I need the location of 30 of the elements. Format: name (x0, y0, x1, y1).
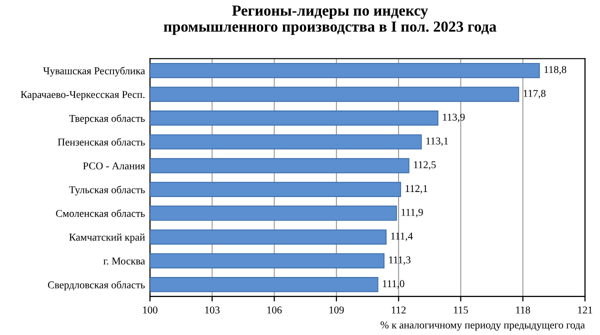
y-tick-label: г. Москва (103, 258, 145, 265)
y-tick-label: Чувашская Республика (43, 66, 145, 76)
y-tick-label: Свердловская область (48, 280, 145, 291)
data-label: 111,9 (402, 208, 423, 218)
data-label: 113,1 (426, 137, 448, 146)
x-tick-label: 118 (516, 306, 530, 314)
y-tick-label: Камчатский край (69, 233, 145, 243)
data-label: 111,3 (389, 256, 410, 265)
chart-title: Регионы-лидеры по индексу промышленного производства в I пол. 2023 года (164, 6, 496, 35)
y-tick-label: РСО - Алания (83, 162, 145, 170)
y-tick-label: Тульская область (69, 186, 145, 196)
data-label: 113,9 (443, 114, 465, 122)
x-tick-label: 106 (267, 306, 282, 314)
x-tick-label: 121 (578, 306, 592, 314)
data-label: 111,0 (382, 280, 404, 289)
y-tick-label: Карачаево-Черкесская Респ. (20, 91, 144, 100)
y-tick-label: Пензенская область (58, 138, 145, 146)
x-axis-title: % к аналогичному периоду предыдущего года (380, 321, 585, 331)
x-tick-label: 103 (205, 306, 220, 314)
y-tick-label: Смоленская область (56, 209, 145, 217)
x-tick-label: 109 (330, 306, 344, 314)
data-label: 117,8 (524, 90, 546, 98)
data-label: 111,4 (391, 232, 413, 242)
x-tick-label: 100 (143, 306, 158, 314)
data-label: 112,5 (414, 161, 436, 170)
data-label: 118,8 (544, 66, 566, 75)
data-label: 112,1 (406, 185, 428, 194)
x-tick-label: 112 (392, 306, 406, 314)
y-tick-label: Тверская область (69, 114, 145, 124)
x-tick-label: 115 (454, 306, 468, 314)
